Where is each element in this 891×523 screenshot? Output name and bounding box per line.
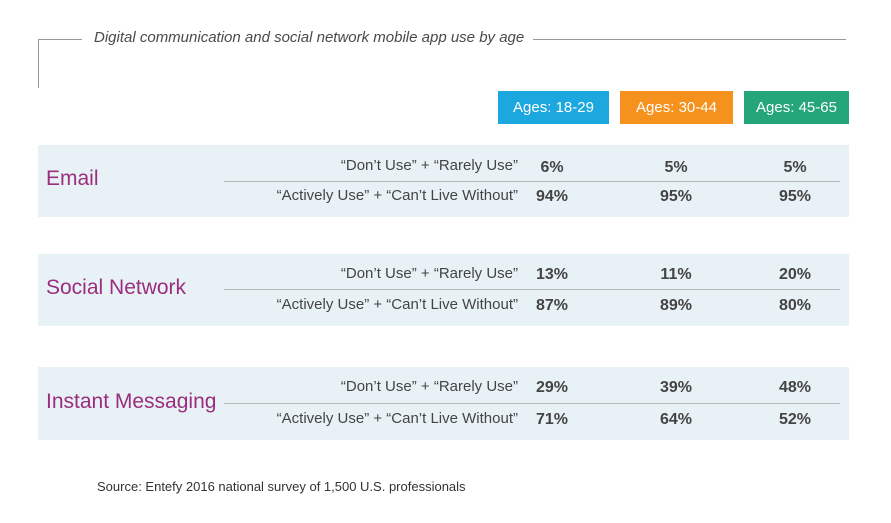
value-cell: 95%: [778, 188, 812, 205]
chart-title: Digital communication and social network…: [94, 29, 525, 46]
column-header-18-29: Ages: 18-29: [498, 91, 609, 124]
row-label-low-use: “Don’t Use” + “Rarely Use”: [340, 157, 518, 174]
value-cell: 52%: [778, 411, 812, 428]
value-cell: 48%: [778, 379, 812, 396]
category-band-email: Email “Don’t Use” + “Rarely Use” “Active…: [38, 145, 849, 217]
value-cell: 5%: [664, 159, 688, 176]
row-label-high-use: “Actively Use” + “Can’t Live Without”: [276, 187, 518, 204]
row-separator: [224, 403, 840, 404]
category-label: Social Network: [46, 276, 187, 299]
value-cell: 95%: [659, 188, 693, 205]
value-cell: 13%: [535, 266, 569, 283]
value-cell: 89%: [659, 297, 693, 314]
row-separator: [224, 181, 840, 182]
row-labels: “Don’t Use” + “Rarely Use” “Actively Use…: [258, 145, 518, 217]
value-cell: 87%: [535, 297, 569, 314]
value-cell: 20%: [778, 266, 812, 283]
title-frame-top-left: [38, 39, 82, 40]
value-cell: 94%: [535, 188, 569, 205]
value-cell: 5%: [783, 159, 807, 176]
category-label: Email: [46, 167, 99, 190]
category-label: Instant Messaging: [46, 390, 217, 413]
value-cell: 11%: [660, 266, 692, 283]
title-frame-left: [38, 39, 39, 88]
row-label-high-use: “Actively Use” + “Can’t Live Without”: [276, 410, 518, 427]
row-label-low-use: “Don’t Use” + “Rarely Use”: [340, 265, 518, 282]
row-labels: “Don’t Use” + “Rarely Use” “Actively Use…: [258, 254, 518, 326]
row-separator: [224, 289, 840, 290]
source-note: Source: Entefy 2016 national survey of 1…: [97, 479, 466, 494]
value-cell: 39%: [659, 379, 693, 396]
value-cell: 6%: [540, 159, 564, 176]
row-labels: “Don’t Use” + “Rarely Use” “Actively Use…: [258, 367, 518, 440]
value-cell: 64%: [659, 411, 693, 428]
category-band-instant-messaging: Instant Messaging “Don’t Use” + “Rarely …: [38, 367, 849, 440]
title-frame-top-right: [533, 39, 846, 40]
row-label-low-use: “Don’t Use” + “Rarely Use”: [340, 378, 518, 395]
category-band-social-network: Social Network “Don’t Use” + “Rarely Use…: [38, 254, 849, 326]
column-header-45-65: Ages: 45-65: [744, 91, 849, 124]
value-cell: 71%: [535, 411, 569, 428]
value-cell: 80%: [778, 297, 812, 314]
value-cell: 29%: [535, 379, 569, 396]
column-header-30-44: Ages: 30-44: [620, 91, 733, 124]
row-label-high-use: “Actively Use” + “Can’t Live Without”: [276, 296, 518, 313]
